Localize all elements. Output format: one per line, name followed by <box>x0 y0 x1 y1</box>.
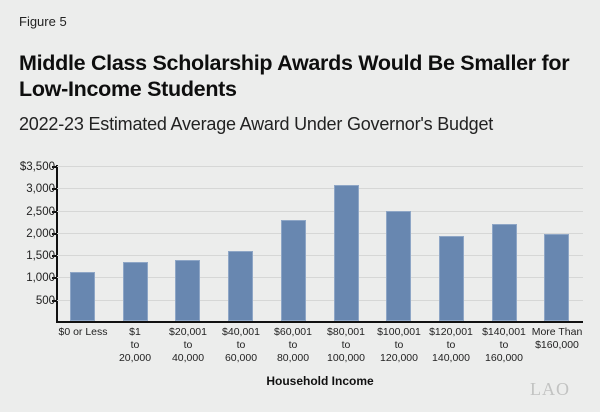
x-tick-label: $0 or Less <box>58 326 108 338</box>
y-tick-mark <box>52 233 57 235</box>
bar <box>492 224 517 321</box>
lao-logo: LAO <box>530 379 570 399</box>
bar <box>228 251 253 321</box>
y-tick-mark <box>52 166 57 168</box>
y-tick-mark <box>52 300 57 302</box>
gridline <box>57 255 583 256</box>
bar <box>175 260 200 321</box>
gridline <box>57 211 583 212</box>
x-tick-label: $40,001 to 60,000 <box>222 326 260 364</box>
x-tick-label: More Than $160,000 <box>531 326 583 351</box>
gridline <box>57 188 583 189</box>
x-tick-label: $60,001 to 80,000 <box>274 326 312 364</box>
bar <box>544 234 569 321</box>
y-tick-label: 500 <box>35 294 55 307</box>
y-tick-label: 1,500 <box>26 250 55 263</box>
bar <box>70 272 95 321</box>
gridline <box>57 300 583 301</box>
chart-subtitle: 2022-23 Estimated Average Award Under Go… <box>19 114 494 134</box>
chart-title: Middle Class Scholarship Awards Would Be… <box>19 51 570 101</box>
y-tick-label: 1,000 <box>26 272 55 285</box>
bar <box>281 220 306 321</box>
y-tick-mark <box>52 188 57 190</box>
x-tick-label: $120,001 to 140,000 <box>429 326 473 364</box>
x-tick-label: $100,001 to 120,000 <box>377 326 421 364</box>
y-tick-mark <box>52 255 57 257</box>
y-tick-label: 2,000 <box>26 227 55 240</box>
figure-label: Figure 5 <box>19 14 67 29</box>
y-tick-mark <box>52 211 57 213</box>
bar <box>123 262 148 321</box>
x-tick-label: $80,001 to 100,000 <box>327 326 365 364</box>
x-axis <box>56 321 583 323</box>
gridline <box>57 166 583 167</box>
y-tick-label: $3,500 <box>19 161 55 173</box>
y-axis <box>56 165 58 322</box>
gridline <box>57 233 583 234</box>
y-tick-mark <box>52 277 57 279</box>
bar <box>386 211 411 321</box>
x-axis-title: Household Income <box>266 374 374 388</box>
x-tick-label: $1 to 20,000 <box>118 326 152 364</box>
gridline <box>57 277 583 278</box>
x-tick-label: $20,001 to 40,000 <box>169 326 207 364</box>
bar <box>439 236 464 321</box>
bar <box>334 185 359 321</box>
y-tick-label: 2,500 <box>26 205 55 218</box>
x-tick-label: $140,001 to 160,000 <box>482 326 526 364</box>
y-tick-label: 3,000 <box>26 183 55 196</box>
